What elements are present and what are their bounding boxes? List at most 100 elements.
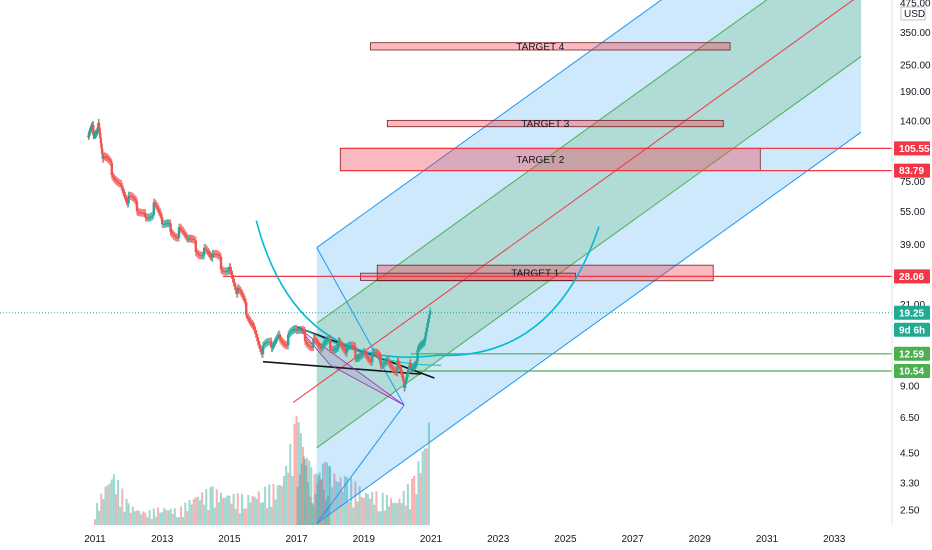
candle-body: [418, 345, 422, 347]
currency-box: [900, 6, 926, 21]
volume-bar: [326, 462, 329, 525]
volume-bar: [165, 510, 168, 525]
volume-bar: [138, 510, 141, 525]
volume-bar: [163, 507, 166, 525]
candle-body: [254, 330, 257, 334]
candle-body: [402, 376, 405, 381]
volume-bar: [207, 510, 210, 525]
volume-bar: [115, 494, 117, 525]
volume-bar: [406, 483, 409, 525]
volume-bar: [299, 433, 302, 525]
volume-bar: [123, 511, 126, 525]
candle-body: [312, 338, 315, 348]
volume-bar: [328, 466, 331, 525]
target-label: TARGET 1: [511, 268, 559, 279]
candle-body: [243, 299, 247, 303]
candle-body: [177, 227, 181, 238]
price-badge-label: 12.59: [899, 349, 924, 360]
candle-body: [427, 318, 430, 323]
volume-bar: [150, 519, 153, 525]
candle-body: [399, 368, 402, 371]
candle-body: [406, 373, 409, 377]
volume-bar: [377, 511, 380, 525]
candle-body: [381, 364, 384, 366]
candle-body: [380, 364, 383, 366]
candle-body: [124, 195, 127, 199]
candle-body: [356, 357, 359, 359]
candle-body: [341, 345, 344, 348]
candle-body: [306, 344, 310, 346]
volume-bar: [238, 513, 241, 525]
y-tick-label: 475.00: [900, 0, 931, 10]
y-tick-label: 250.00: [900, 61, 931, 72]
candle-body: [304, 340, 308, 343]
candle-body: [149, 216, 152, 218]
candle-body: [366, 356, 370, 359]
x-tick-label: 2015: [218, 534, 241, 545]
candle-body: [110, 162, 113, 176]
channel-handle: [316, 404, 405, 524]
candle-body: [418, 346, 421, 349]
horizontal-levels: [0, 147, 892, 372]
candle-body: [99, 138, 103, 144]
candle-body: [275, 338, 278, 341]
candle-body: [428, 310, 432, 315]
candle-body: [368, 359, 372, 362]
volume-bar: [255, 498, 258, 525]
volume-bar: [272, 484, 275, 525]
candle-body: [423, 336, 427, 342]
candle-body: [320, 346, 323, 349]
target-label: TARGET 2: [516, 155, 564, 166]
volume-bar: [270, 506, 273, 525]
candle-body: [241, 294, 245, 297]
volume-bar: [199, 500, 201, 525]
volume-bar: [360, 497, 363, 525]
volume-bar: [215, 488, 218, 525]
volume-bar: [317, 475, 320, 525]
candle-body: [308, 345, 311, 347]
volume-bar: [308, 460, 311, 525]
candle-body: [133, 198, 137, 200]
candle-body: [285, 345, 289, 347]
volume-bar: [283, 475, 285, 525]
candle-body: [123, 192, 126, 196]
candle-body: [176, 237, 180, 239]
candle-body: [270, 341, 273, 349]
volume-bar: [106, 485, 109, 525]
y-tick-label: 2.50: [900, 506, 920, 517]
target-box: [386, 119, 724, 128]
candle-body: [404, 380, 407, 385]
price-badges: 105.55 83.79 28.06 19.25 9d 6h 12.59 10.54: [894, 141, 930, 378]
candle-body: [132, 197, 136, 199]
currency-label: USD: [904, 9, 925, 20]
volume-bar: [140, 514, 143, 525]
price-badge: [894, 322, 930, 337]
price-badge: [894, 363, 930, 378]
candle-body: [113, 178, 117, 180]
volume-bar: [110, 479, 113, 525]
x-tick-label: 2027: [621, 534, 644, 545]
volume-bar: [190, 504, 193, 525]
candle-body: [273, 342, 276, 345]
candle-body: [309, 346, 312, 348]
candle-body: [397, 363, 401, 366]
candle-body: [238, 289, 242, 291]
x-tick-label: 2011: [84, 534, 106, 545]
volume-bar: [427, 422, 430, 525]
candle-body: [281, 341, 285, 344]
volume-bar: [241, 493, 243, 525]
candle-body: [247, 317, 250, 319]
volume-bar: [102, 499, 105, 525]
candle-body: [234, 286, 237, 291]
candle-body: [211, 253, 214, 258]
candle-body: [158, 211, 162, 215]
candle-body: [221, 270, 225, 272]
candle-body: [416, 349, 419, 362]
candle-body: [249, 320, 252, 323]
candle-body: [323, 342, 327, 344]
candle-body: [411, 367, 414, 369]
candle-body: [98, 127, 101, 133]
candle-body: [178, 227, 182, 229]
candle-body: [412, 366, 415, 368]
